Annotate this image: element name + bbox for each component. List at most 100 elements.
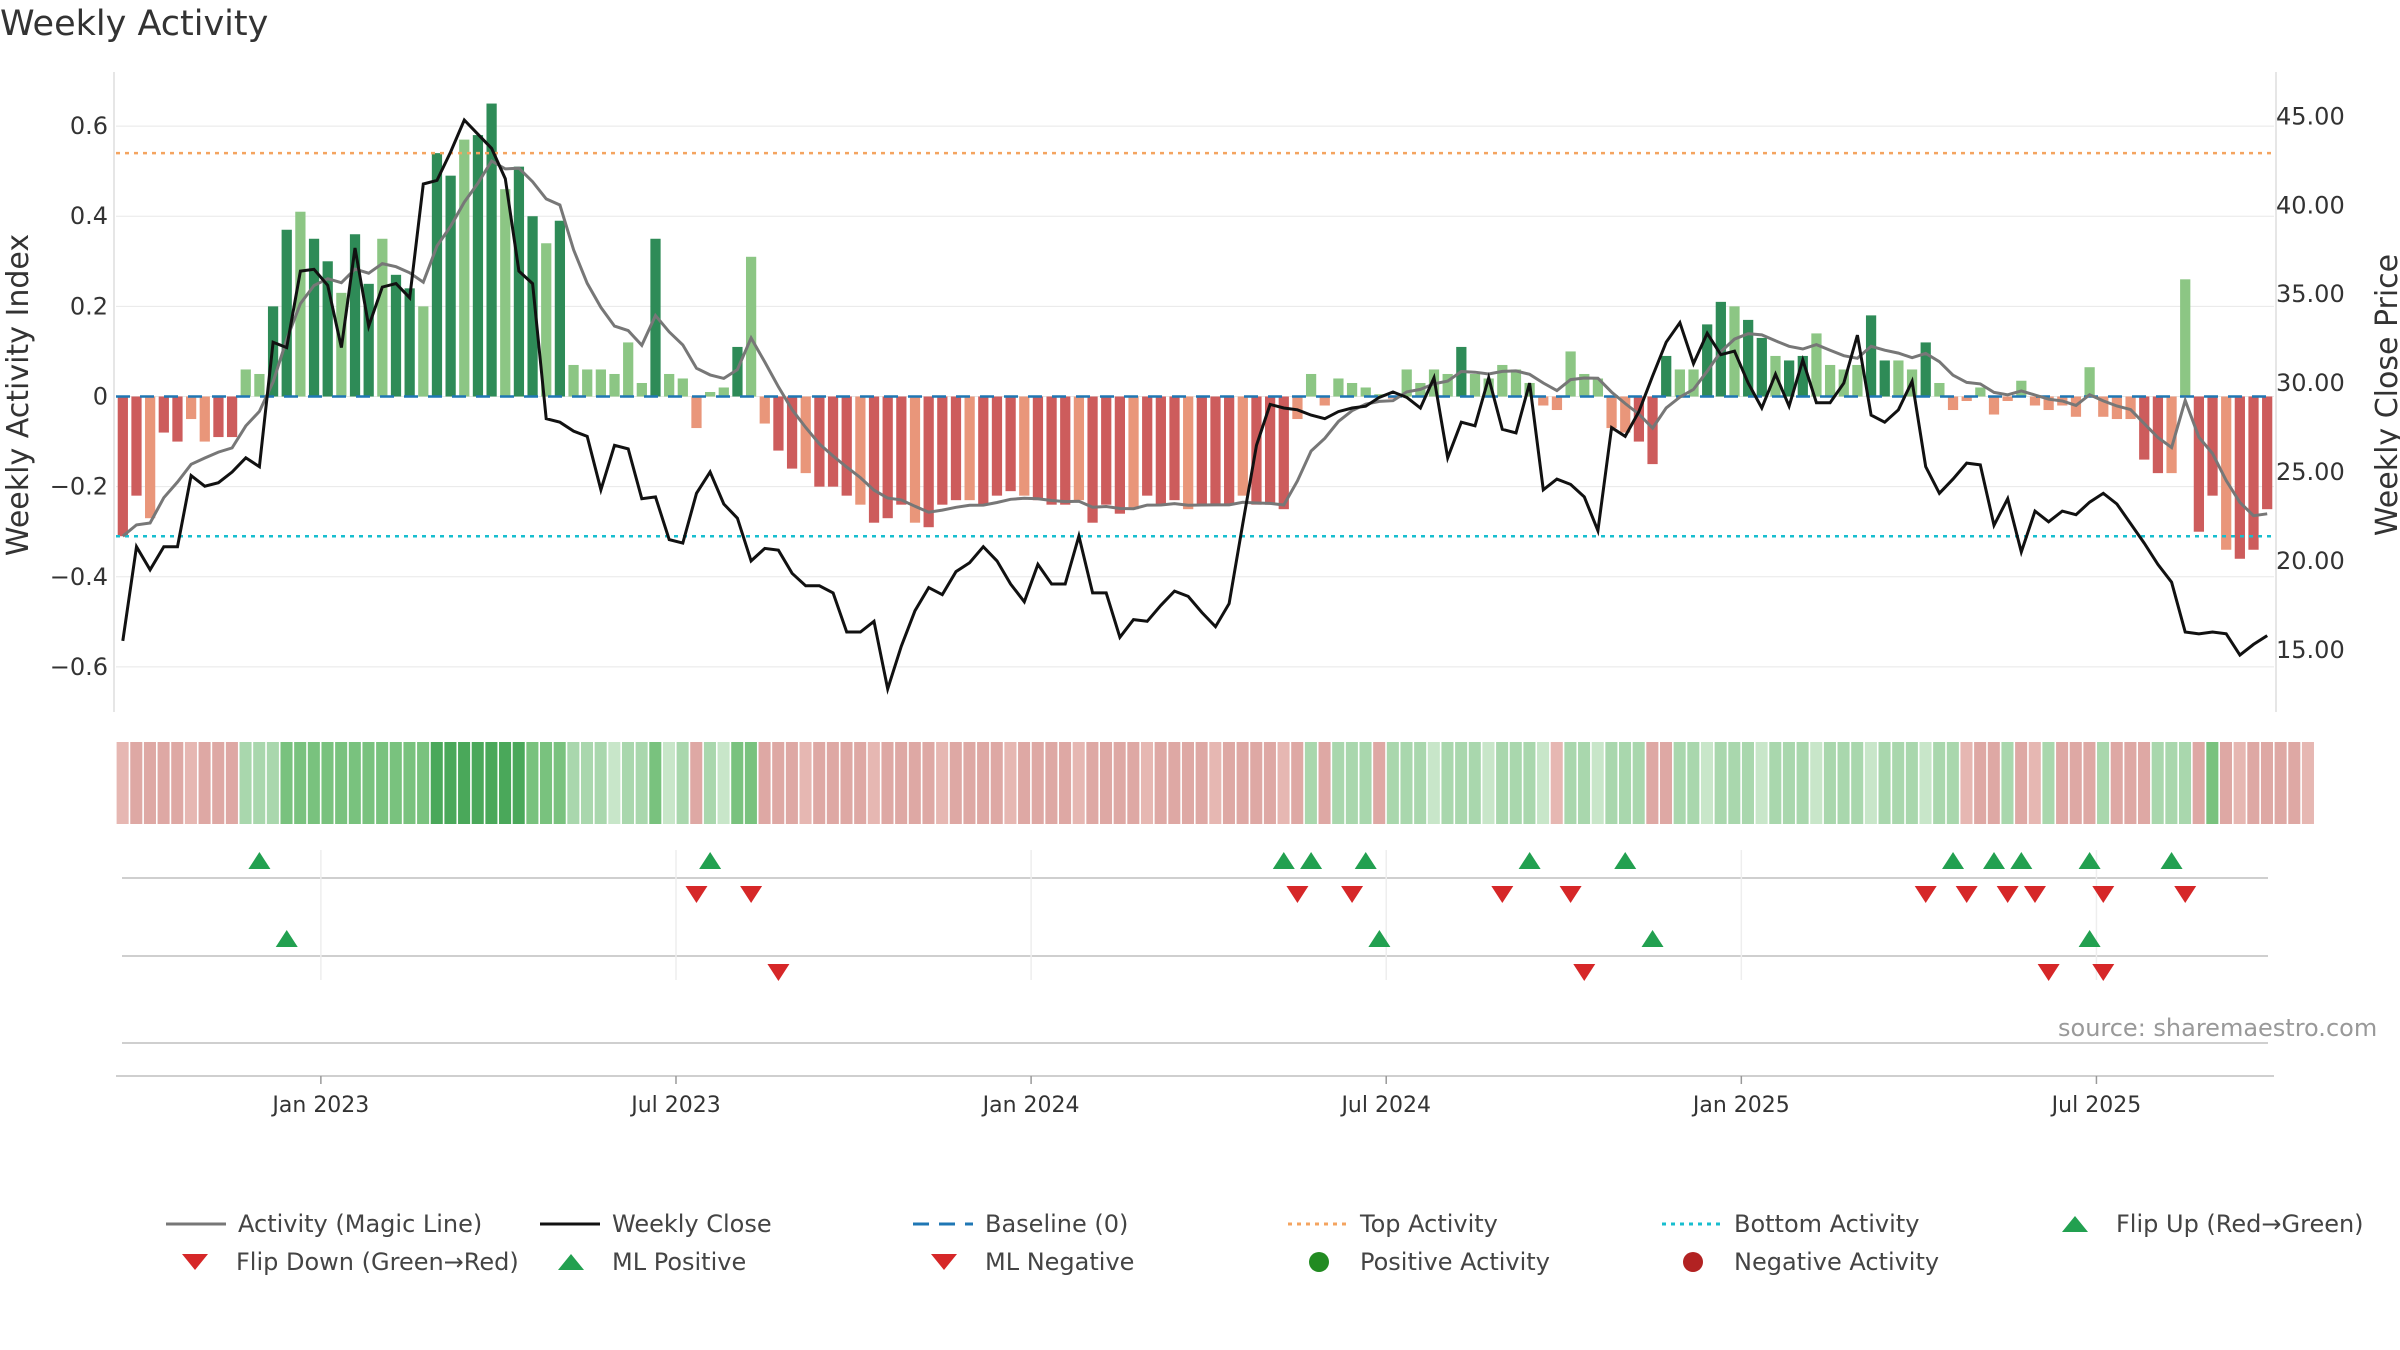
legend-dotted-cyan-icon <box>1662 1222 1722 1226</box>
activity-bar <box>185 396 197 420</box>
heat-cell <box>1905 742 1918 824</box>
flip-up-marker <box>1518 852 1541 869</box>
heat-cell <box>1974 742 1987 824</box>
flip-up-marker <box>1272 852 1295 869</box>
heat-cell <box>1619 742 1632 824</box>
activity-bar <box>705 392 716 397</box>
activity-bar <box>459 139 470 397</box>
activity-bar <box>718 387 729 397</box>
source-credit: source: sharemaestro.com <box>2058 1014 2378 1042</box>
ml-negative-marker <box>1573 964 1596 981</box>
activity-bar <box>1483 378 1494 397</box>
activity-bar <box>1060 396 1071 505</box>
activity-bar <box>1647 396 1658 465</box>
heat-cell <box>1823 742 1836 824</box>
activity-bar <box>418 306 429 397</box>
heat-cell <box>2206 742 2219 824</box>
heat-cell <box>2301 742 2314 824</box>
activity-bar <box>636 382 647 397</box>
ml-positive-marker <box>1641 930 1664 947</box>
activity-bar <box>117 396 128 537</box>
activity-bar <box>2125 396 2136 420</box>
activity-bar <box>404 288 415 397</box>
heat-cell <box>1632 742 1645 824</box>
activity-bar <box>2180 279 2191 397</box>
legend-item-positive-activity: Positive Activity <box>1304 1248 1550 1276</box>
activity-bar <box>1497 364 1508 397</box>
legend-item-top-activity: Top Activity <box>1288 1210 1498 1238</box>
activity-bar <box>1210 396 1221 505</box>
activity-bar <box>145 396 156 519</box>
x-tick-label: Jul 2025 <box>2050 1093 2142 1118</box>
heat-cell <box>512 742 525 824</box>
heat-cell <box>1810 742 1823 824</box>
heat-cell <box>1359 742 1372 824</box>
activity-bar <box>513 166 525 397</box>
y-tick-label: 0 <box>93 383 108 411</box>
heat-cell <box>1482 742 1495 824</box>
activity-bar <box>1333 378 1344 397</box>
heat-cell <box>1919 742 1932 824</box>
activity-bar <box>281 229 292 397</box>
heat-cell <box>1537 742 1550 824</box>
heat-cell <box>1987 742 2000 824</box>
heat-cell <box>2124 742 2137 824</box>
activity-bar <box>1101 396 1112 505</box>
heat-cell <box>2083 742 2096 824</box>
heat-cell <box>1209 742 1222 824</box>
flip-down-marker <box>2092 886 2115 903</box>
heat-cell <box>1714 742 1727 824</box>
activity-bar <box>950 396 962 501</box>
activity-bar <box>2098 396 2109 417</box>
heat-cell <box>1072 742 1085 824</box>
activity-bar <box>1292 396 1303 420</box>
activity-bar <box>1893 360 1904 397</box>
heat-cell <box>471 742 484 824</box>
activity-bar <box>2139 396 2150 460</box>
activity-bar <box>1934 382 1945 397</box>
heat-cell <box>1373 742 1386 824</box>
flip-up-marker <box>699 852 722 869</box>
heat-cell <box>1318 742 1331 824</box>
heat-cell <box>772 742 785 824</box>
activity-bar <box>855 396 866 505</box>
circle-green-icon <box>1309 1252 1329 1272</box>
heat-cell <box>362 742 375 824</box>
heat-cell <box>2151 742 2164 824</box>
heat-cell <box>949 742 962 824</box>
heat-cell <box>198 742 211 824</box>
activity-bar <box>923 396 934 528</box>
heat-cell <box>1878 742 1891 824</box>
heat-cell <box>1386 742 1399 824</box>
y2-tick-label: 40.00 <box>2276 191 2345 219</box>
activity-bar <box>1224 396 1235 505</box>
activity-bar <box>2043 396 2054 411</box>
activity-bar <box>1975 387 1986 397</box>
legend-line-black-icon <box>540 1222 600 1226</box>
flip-up-marker <box>1300 852 1323 869</box>
activity-bar <box>1442 373 1453 397</box>
heat-cell <box>1018 742 1031 824</box>
heat-cell <box>1304 742 1317 824</box>
activity-bar <box>623 342 634 397</box>
legend-item-ml-negative: ML Negative <box>929 1248 1134 1276</box>
activity-bar <box>1087 396 1098 523</box>
flip-down-marker <box>1286 886 1309 903</box>
activity-bar <box>1169 396 1180 501</box>
ml-positive-marker <box>1368 930 1391 947</box>
activity-bar <box>1674 369 1685 397</box>
heat-cell <box>1168 742 1181 824</box>
heat-cell <box>430 742 443 824</box>
y-axis-label: Weekly Activity Index <box>1 234 36 556</box>
heat-cell <box>785 742 798 824</box>
heat-cell <box>2028 742 2041 824</box>
heat-cell <box>1741 742 1754 824</box>
heat-cell <box>307 742 320 824</box>
heat-cell <box>1332 742 1345 824</box>
activity-bar <box>1019 396 1030 496</box>
activity-bar <box>1852 364 1863 397</box>
activity-bar <box>2084 367 2095 397</box>
chart-title: Weekly Activity <box>0 4 269 44</box>
activity-bar <box>677 378 688 397</box>
heat-cell <box>594 742 607 824</box>
